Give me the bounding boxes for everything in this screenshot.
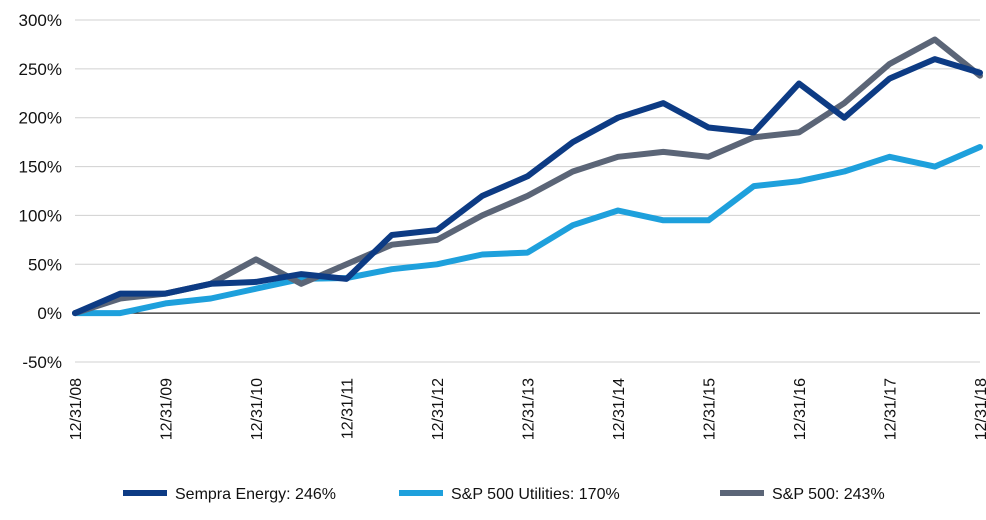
legend-label: S&P 500: 243% <box>772 486 885 503</box>
x-tick-label: 12/31/08 <box>68 378 85 440</box>
gridlines <box>75 19 980 363</box>
y-tick-label: 150% <box>19 158 62 177</box>
x-tick-label: 12/31/18 <box>973 378 986 440</box>
y-tick-label: 200% <box>19 109 62 128</box>
x-tick-label: 12/31/17 <box>883 378 900 440</box>
y-tick-label: 0% <box>37 304 62 323</box>
legend: Sempra Energy: 246% S&P 500 Utilities: 17… <box>123 486 885 503</box>
x-tick-label: 12/31/14 <box>611 378 628 440</box>
x-tick-label: 12/31/09 <box>159 378 176 440</box>
series-lines <box>72 36 983 317</box>
x-tick-label: 12/31/11 <box>340 378 357 439</box>
x-tick-label: 12/31/16 <box>792 378 809 440</box>
x-tick-label: 12/31/13 <box>521 378 538 440</box>
y-tick-label: 50% <box>28 255 62 274</box>
y-axis-ticks: 300% 250% 200% 150% 100% 50% 0% -50% <box>19 11 62 372</box>
legend-label: Sempra Energy: 246% <box>175 486 336 503</box>
x-tick-label: 12/31/12 <box>430 378 447 440</box>
series-line-1 <box>72 144 983 317</box>
series-line-2 <box>72 36 983 317</box>
x-tick-label: 12/31/10 <box>249 378 266 440</box>
y-tick-label: 100% <box>19 206 62 225</box>
legend-label: S&P 500 Utilities: 170% <box>451 486 620 503</box>
y-tick-label: 250% <box>19 60 62 79</box>
x-tick-label: 12/31/15 <box>702 378 719 440</box>
y-tick-label: 300% <box>19 11 62 30</box>
y-tick-label: -50% <box>22 353 62 372</box>
x-axis-ticks: 12/31/08 12/31/09 12/31/10 12/31/11 12/31/12… <box>68 378 986 440</box>
series-line-0 <box>72 56 983 317</box>
